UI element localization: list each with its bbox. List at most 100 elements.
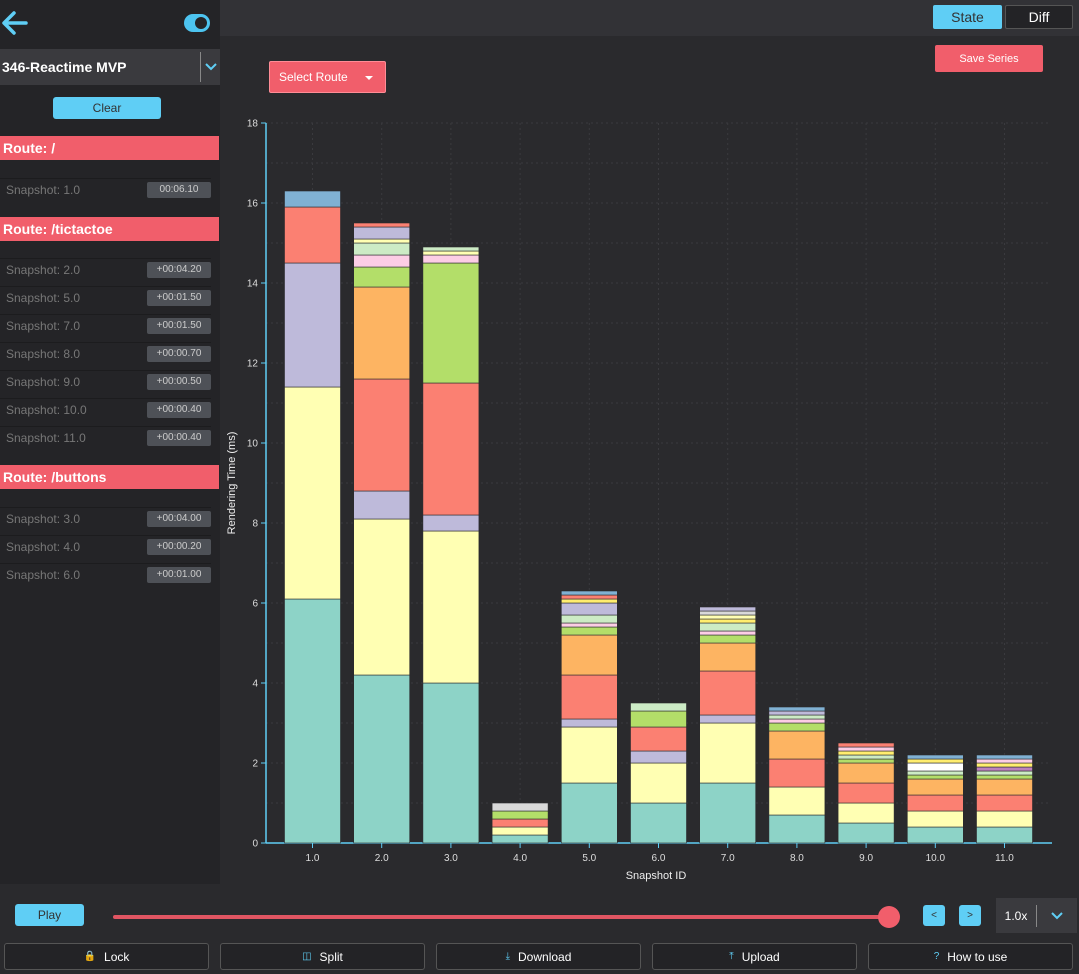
- bar-segment: [768, 786, 826, 816]
- play-button[interactable]: Play: [15, 904, 84, 926]
- bar-segment: [353, 238, 410, 244]
- snapshot-slider[interactable]: [113, 915, 889, 919]
- bar-segment: [699, 618, 757, 624]
- x-axis-label: Snapshot ID: [626, 870, 687, 882]
- bar-segment: [284, 262, 341, 388]
- bar-segment: [699, 782, 757, 844]
- bar-segment: [560, 718, 618, 728]
- split-button[interactable]: ◫ Split: [220, 943, 425, 970]
- snapshot-time: +00:01.00: [147, 566, 211, 583]
- bar-segment: [768, 722, 826, 732]
- toggle-switch[interactable]: [184, 14, 210, 32]
- bar-segment: [630, 762, 687, 804]
- bar-segment: [353, 490, 410, 520]
- save-series-button[interactable]: Save Series: [935, 45, 1043, 72]
- how-to-use-button[interactable]: ? How to use: [868, 943, 1073, 970]
- bar-segment: [768, 758, 826, 788]
- bar-segment: [699, 622, 757, 632]
- snapshot-time: +00:00.20: [147, 538, 211, 555]
- bar-segment: [491, 802, 549, 812]
- snapshot-label: Snapshot: 6.0: [6, 567, 81, 582]
- snapshot-row[interactable]: Snapshot: 11.0 +00:00.40: [0, 426, 211, 448]
- snapshot-label: Snapshot: 8.0: [6, 346, 81, 361]
- snapshot-row[interactable]: Snapshot: 8.0 +00:00.70: [0, 342, 211, 364]
- select-route-dropdown[interactable]: Select Route: [269, 61, 386, 93]
- bar-segment: [422, 262, 480, 384]
- y-tick-label: 8: [252, 519, 258, 530]
- tab-diff[interactable]: Diff: [1005, 5, 1073, 29]
- split-label: Split: [319, 949, 343, 964]
- bar-segment: [491, 818, 549, 828]
- bar-segment: [768, 714, 826, 720]
- bar-segment: [837, 782, 895, 804]
- bar-segment: [837, 758, 895, 764]
- bar-segment: [422, 682, 480, 844]
- bar-segment: [906, 762, 964, 772]
- bar-segment: [768, 706, 826, 712]
- bar-segment: [353, 674, 410, 844]
- slider-handle[interactable]: [878, 906, 900, 928]
- snapshot-label: Snapshot: 1.0: [6, 182, 81, 197]
- tab-state[interactable]: State: [933, 5, 1002, 29]
- snapshot-row[interactable]: Snapshot: 10.0 +00:00.40: [0, 398, 211, 420]
- snapshot-time: +00:00.50: [147, 373, 211, 390]
- caret-down-icon: [365, 76, 373, 80]
- bar-segment: [768, 730, 826, 760]
- snapshot-time: +00:00.40: [147, 429, 211, 446]
- bar-segment: [560, 622, 618, 628]
- bar-segment: [353, 242, 410, 256]
- y-tick-label: 0: [252, 839, 258, 850]
- bar-segment: [560, 634, 618, 676]
- select-divider: [1036, 904, 1037, 927]
- bar-segment: [976, 794, 1033, 812]
- y-tick-label: 14: [247, 279, 259, 290]
- bar-segment: [284, 206, 341, 264]
- bar-segment: [837, 746, 895, 752]
- bar-segment: [560, 674, 618, 720]
- lock-button[interactable]: 🔒 Lock: [4, 943, 209, 970]
- snapshot-row[interactable]: Snapshot: 7.0 +00:01.50: [0, 314, 211, 336]
- snapshot-row[interactable]: Snapshot: 5.0 +00:01.50: [0, 286, 211, 308]
- chevron-down-icon: [1037, 911, 1077, 920]
- snapshot-row[interactable]: Snapshot: 4.0 +00:00.20: [0, 535, 211, 557]
- snapshot-row[interactable]: Snapshot: 6.0 +00:01.00: [0, 563, 211, 585]
- bar-segment: [353, 254, 410, 268]
- snapshot-time: +00:00.40: [147, 401, 211, 418]
- bar-segment: [560, 594, 618, 600]
- bar-segment: [906, 758, 964, 764]
- bar-segment: [976, 762, 1033, 768]
- bar-segment: [353, 286, 410, 380]
- bar-segment: [353, 518, 410, 676]
- download-button[interactable]: ⤓ Download: [436, 943, 641, 970]
- bar-segment: [560, 726, 618, 784]
- series-select-value: 346-Reactime MVP: [2, 59, 127, 75]
- clear-button[interactable]: Clear: [53, 97, 161, 119]
- snapshot-row[interactable]: Snapshot: 3.0 +00:04.00: [0, 507, 211, 529]
- next-button[interactable]: >: [959, 905, 981, 926]
- back-arrow-icon[interactable]: [0, 6, 30, 40]
- x-tick-label: 1.0: [306, 853, 320, 864]
- speed-select[interactable]: 1.0x: [996, 898, 1077, 933]
- upload-button[interactable]: ⤒ Upload: [652, 943, 857, 970]
- series-select[interactable]: 346-Reactime MVP: [0, 49, 220, 85]
- bar-segment: [906, 774, 964, 780]
- bar-segment: [906, 754, 964, 760]
- bar-segment: [976, 810, 1033, 828]
- bar-segment: [768, 710, 826, 716]
- bar-segment: [976, 774, 1033, 780]
- previous-button[interactable]: <: [923, 905, 945, 926]
- bar-segment: [422, 382, 480, 516]
- snapshot-row[interactable]: Snapshot: 9.0 +00:00.50: [0, 370, 211, 392]
- snapshot-time: +00:04.00: [147, 510, 211, 527]
- bar-segment: [906, 770, 964, 776]
- snapshot-label: Snapshot: 11.0: [6, 430, 86, 445]
- y-tick-label: 10: [247, 439, 259, 450]
- x-tick-label: 9.0: [859, 853, 873, 864]
- snapshot-row[interactable]: Snapshot: 1.0 00:06.10: [0, 178, 211, 200]
- bar-segment: [768, 814, 826, 844]
- playback-controls: Play < > 1.0x 🔒 Lock ◫ Split ⤓ Download …: [0, 884, 1079, 974]
- snapshot-row[interactable]: Snapshot: 2.0 +00:04.20: [0, 258, 211, 280]
- bar-segment: [976, 778, 1033, 796]
- y-tick-label: 4: [252, 679, 258, 690]
